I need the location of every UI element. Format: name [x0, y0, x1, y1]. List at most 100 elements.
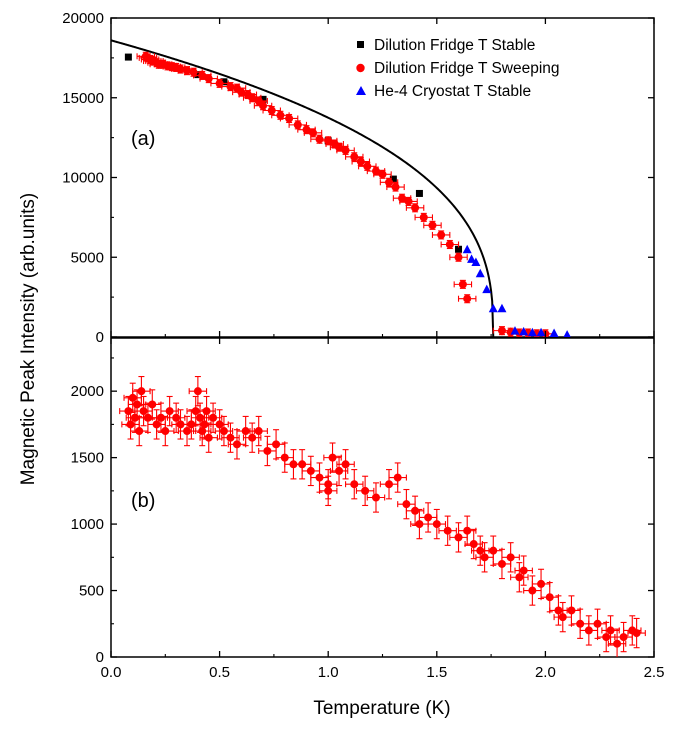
- data-point-circle: [135, 427, 144, 436]
- data-point-circle: [458, 280, 467, 289]
- data-point-circle: [241, 427, 250, 436]
- data-point-circle: [428, 221, 437, 230]
- data-point-triangle: [563, 330, 571, 337]
- data-point-circle: [254, 427, 263, 436]
- data-point-triangle: [497, 303, 507, 313]
- y-tick-label-a: 20000: [62, 10, 104, 27]
- data-point-circle: [156, 413, 165, 422]
- data-point-triangle: [475, 268, 485, 278]
- data-point-triangle: [510, 326, 520, 335]
- x-tick-label: 1.0: [318, 664, 339, 681]
- panel-b-points-layer: [119, 375, 646, 657]
- data-point-circle: [341, 146, 350, 155]
- data-point-circle: [463, 526, 472, 535]
- data-point-circle: [584, 626, 593, 635]
- data-point-circle: [350, 480, 359, 489]
- data-point-circle: [576, 619, 585, 628]
- legend-marker-circle: [356, 63, 365, 73]
- data-point-circle: [148, 400, 157, 409]
- data-point-circle: [356, 157, 365, 166]
- data-point-circle: [276, 111, 285, 120]
- data-point-circle: [139, 407, 148, 416]
- data-point-circle: [632, 629, 641, 638]
- data-point-circle: [480, 553, 489, 562]
- data-point-triangle: [471, 257, 481, 267]
- fit-curve: [111, 39, 495, 337]
- data-point-circle: [267, 106, 276, 115]
- error-bar: [386, 182, 405, 192]
- data-point-circle: [445, 240, 454, 249]
- panel-b-label: (b): [131, 490, 155, 512]
- data-point-circle: [324, 486, 333, 495]
- data-point-circle: [248, 433, 257, 442]
- data-point-circle: [219, 427, 228, 436]
- data-point-circle: [133, 400, 142, 409]
- data-point-circle: [259, 101, 268, 110]
- data-point-circle: [130, 413, 139, 422]
- y-tick-label-b: 500: [79, 583, 104, 600]
- data-point-circle: [619, 633, 628, 642]
- data-point-circle: [443, 526, 452, 535]
- data-point-square: [220, 78, 228, 86]
- data-point-circle: [371, 493, 380, 502]
- data-point-circle: [226, 433, 235, 442]
- legend: Dilution Fridge T Stable Dilution Fridge…: [356, 37, 560, 100]
- data-point-circle: [378, 170, 387, 179]
- data-point-circle: [437, 230, 446, 239]
- data-point-circle: [361, 486, 370, 495]
- data-point-square: [124, 53, 132, 61]
- data-point-circle: [558, 613, 567, 622]
- data-point-circle: [215, 420, 224, 429]
- data-point-circle: [497, 559, 506, 568]
- data-point-circle: [393, 473, 402, 482]
- data-point-circle: [183, 427, 192, 436]
- data-point-circle: [463, 294, 472, 303]
- x-tick-label: 1.5: [426, 664, 447, 681]
- data-point-circle: [602, 633, 611, 642]
- data-point-triangle: [482, 284, 492, 294]
- data-point-circle: [272, 440, 281, 449]
- data-point-circle: [189, 68, 198, 77]
- y-tick-label-b: 0: [96, 649, 104, 666]
- data-point-triangle: [549, 328, 559, 337]
- data-point-circle: [454, 533, 463, 542]
- data-point-circle: [128, 393, 137, 402]
- data-point-circle: [419, 213, 428, 222]
- data-point-circle: [161, 427, 170, 436]
- data-point-circle: [363, 162, 372, 171]
- data-point-circle: [350, 152, 359, 161]
- data-point-circle: [204, 74, 213, 83]
- data-point-circle: [391, 183, 400, 192]
- data-point-square: [259, 95, 267, 103]
- data-point-circle: [137, 387, 146, 396]
- data-point-circle: [411, 203, 420, 212]
- data-point-circle: [315, 473, 324, 482]
- data-point-circle: [454, 253, 463, 262]
- data-point-circle: [537, 579, 546, 588]
- data-point-circle: [126, 420, 135, 429]
- data-point-circle: [415, 520, 424, 529]
- data-point-triangle: [519, 326, 529, 336]
- tick-layer: 0 5000 10000 15000 20000 0 500 1000 1500 2000 0.0 0…: [62, 10, 664, 681]
- data-point-circle: [328, 453, 337, 462]
- data-point-circle: [385, 178, 394, 187]
- data-point-circle: [402, 500, 411, 509]
- data-point-circle: [293, 120, 302, 129]
- data-point-circle: [385, 480, 394, 489]
- data-point-square: [194, 71, 202, 79]
- data-point-triangle: [462, 244, 472, 254]
- x-tick-label: 2.0: [535, 664, 556, 681]
- x-axis-title: Temperature (K): [313, 698, 450, 719]
- data-point-triangle: [467, 254, 477, 263]
- data-point-circle: [263, 446, 272, 455]
- data-point-circle: [519, 566, 528, 575]
- data-point-circle: [187, 420, 196, 429]
- data-point-circle: [341, 460, 350, 469]
- data-point-circle: [306, 466, 315, 475]
- data-point-circle: [506, 553, 515, 562]
- data-point-square: [415, 189, 423, 197]
- data-point-circle: [193, 387, 202, 396]
- panel-a-label: (a): [131, 128, 155, 150]
- data-point-circle: [165, 407, 174, 416]
